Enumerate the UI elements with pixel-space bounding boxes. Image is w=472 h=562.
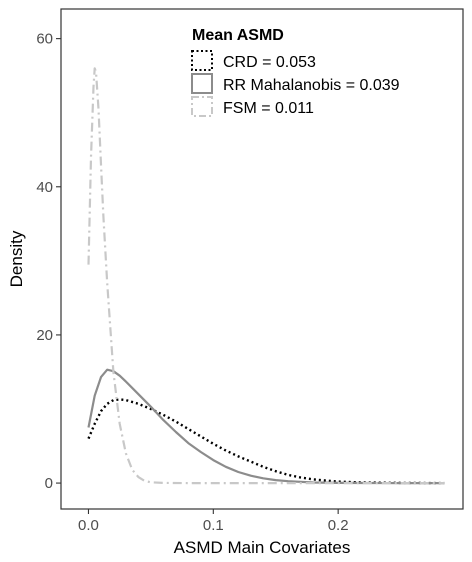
y-tick-label: 0 <box>45 475 53 492</box>
series-lines <box>87 67 445 485</box>
y-tick-label: 40 <box>36 179 53 196</box>
legend-label: RR Mahalanobis = 0.039 <box>223 77 400 94</box>
x-tick-label: 0.0 <box>78 517 99 534</box>
series-line-crd <box>87 398 445 485</box>
y-axis-title: Density <box>7 230 26 287</box>
y-tick-label: 20 <box>36 327 53 344</box>
y-tick-label: 60 <box>36 31 53 48</box>
x-tick-label: 0.1 <box>203 517 224 534</box>
x-axis-title: ASMD Main Covariates <box>174 538 351 557</box>
plot-panel <box>60 8 464 510</box>
legend: Mean ASMD CRD = 0.053 RR Mahalanobis = 0.… <box>191 27 400 117</box>
legend-label: CRD = 0.053 <box>223 54 316 71</box>
legend-label: FSM = 0.011 <box>223 100 314 117</box>
legend-key <box>191 73 213 94</box>
axis-ticks: 0.0 0.1 0.2 0 20 40 60 <box>36 31 348 534</box>
series-line-fsm <box>87 67 445 485</box>
legend-entries: CRD = 0.053 RR Mahalanobis = 0.039 FSM = 0… <box>191 50 400 117</box>
legend-key <box>191 50 213 71</box>
legend-title: Mean ASMD <box>192 27 284 44</box>
x-tick-label: 0.2 <box>328 517 349 534</box>
legend-key <box>191 96 213 117</box>
